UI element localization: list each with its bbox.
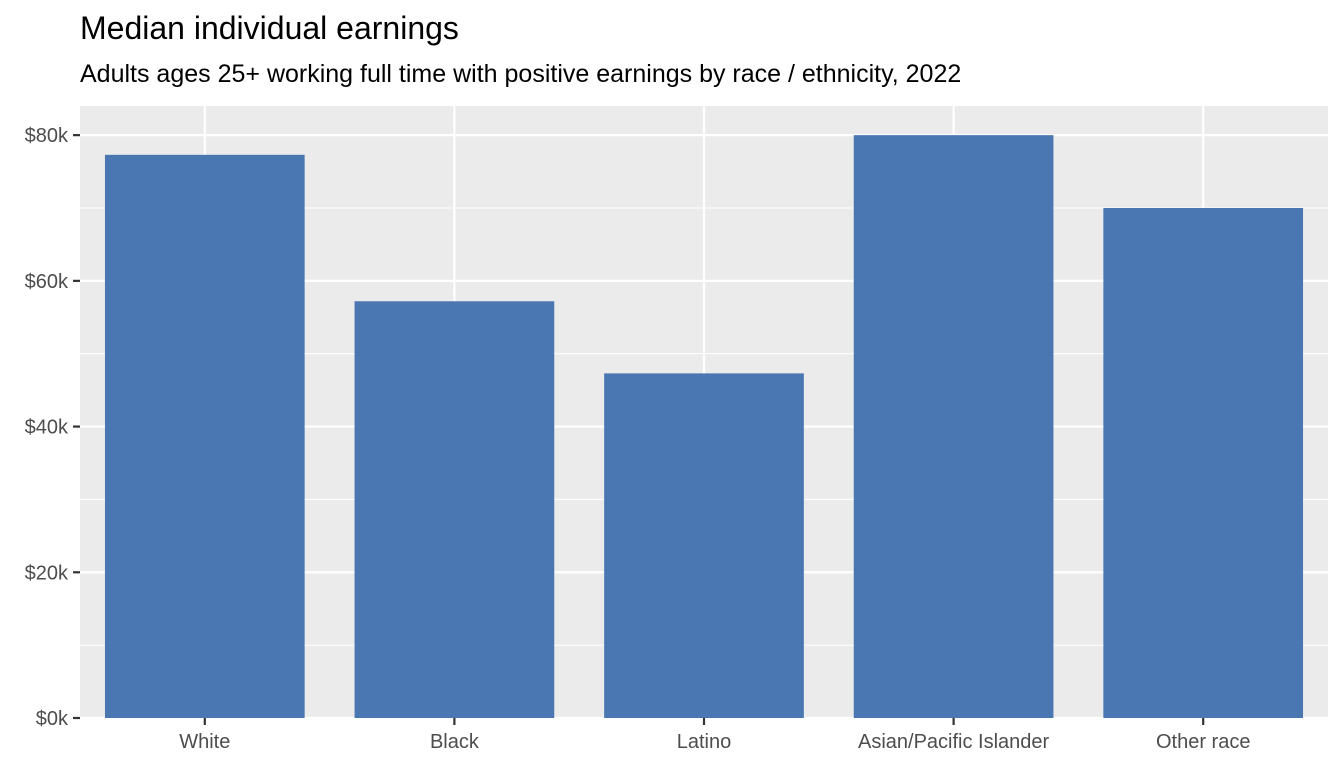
y-tick-label: $40k [25,417,69,439]
x-tick-label: Asian/Pacific Islander [858,731,1050,753]
y-tick-label: $80k [25,125,69,147]
x-tick-label: Black [430,731,480,753]
bars [104,135,1304,719]
x-tick-label: Latino [677,731,732,753]
bar-asian-pacific-islander [853,135,1054,719]
y-tick-label: $0k [36,708,69,730]
y-tick-label: $20k [25,562,69,584]
chart-title: Median individual earnings [80,10,459,46]
bar-other-race [1103,208,1304,718]
x-tick-label: Other race [1156,731,1250,753]
y-tick-label: $60k [25,271,69,293]
y-axis: $0k $20k $40k $60k $80k [25,125,80,730]
bar-black [354,301,555,718]
x-tick-label: White [179,731,230,753]
bar-latino [604,373,804,718]
x-axis: White Black Latino Asian/Pacific Islander Ot… [179,718,1250,753]
chart-subtitle: Adults ages 25+ working full time with p… [80,60,962,88]
bar-white [104,154,305,719]
